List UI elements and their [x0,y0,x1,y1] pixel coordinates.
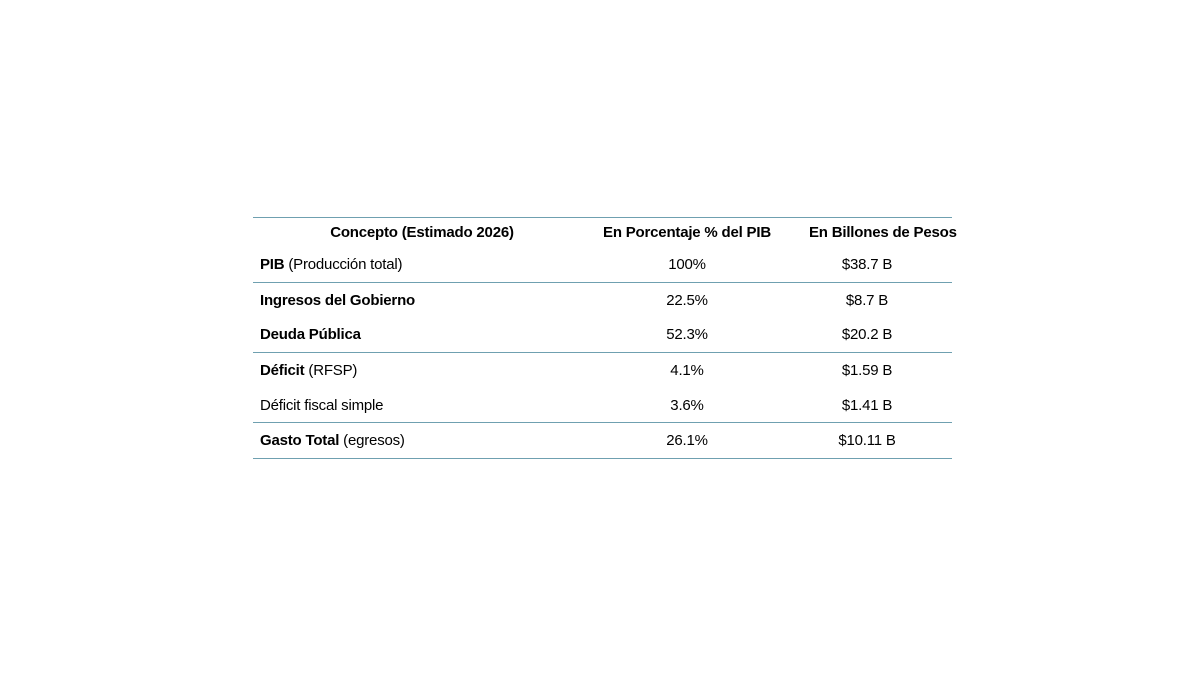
table-row-pib: PIB (Producción total) 100% $38.7 B [253,247,952,283]
row-label-pib: PIB (Producción total) [253,256,565,273]
deficit-rfsp-pesos-value: $1.59 B [841,361,893,379]
deficit-rfsp-pct-value: 4.1% [670,361,704,379]
deficit-simple-pesos-value: $1.41 B [841,396,893,414]
table-row-deuda: Deuda Pública 52.3% $20.2 B [253,317,952,354]
column-header-porcentaje-pib: En Porcentaje % del PIB [603,224,771,241]
gasto-total-pct-value: 26.1% [666,432,708,450]
row-label-bold: Gasto Total [260,432,340,450]
deficit-simple-pct-value: 3.6% [670,396,704,414]
column-header-concepto: Concepto (Estimado 2026) [330,224,514,241]
row-label-rest: Déficit fiscal simple [260,396,384,414]
table-row-ingresos: Ingresos del Gobierno 22.5% $8.7 B [253,283,952,318]
pib-pesos-value: $38.7 B [841,255,893,273]
row-label-bold: Ingresos del Gobierno [260,291,415,309]
table-row-deficit-simple: Déficit fiscal simple 3.6% $1.41 B [253,388,952,424]
ingresos-pct-value: 22.5% [666,291,708,309]
gasto-total-pesos-value: $10.11 B [838,432,896,450]
fiscal-summary-table: Concepto (Estimado 2026) En Porcentaje %… [253,217,957,460]
row-label-deuda: Deuda Pública [253,326,565,343]
row-label-rest: (Producción total) [284,255,403,273]
row-label-rest: (egresos) [339,432,405,450]
row-label-gasto-total: Gasto Total (egresos) [253,432,565,449]
row-label-ingresos: Ingresos del Gobierno [253,292,565,309]
column-header-billones-pesos: En Billones de Pesos [809,224,957,241]
pib-pct-value: 100% [668,255,706,273]
row-label-deficit-simple: Déficit fiscal simple [253,397,565,414]
deuda-pesos-value: $20.2 B [841,326,893,344]
table-row-deficit-rfsp: Déficit (RFSP) 4.1% $1.59 B [253,353,952,388]
row-label-deficit-rfsp: Déficit (RFSP) [253,362,565,379]
row-label-bold: Deuda Pública [260,326,361,344]
table-header-row: Concepto (Estimado 2026) En Porcentaje %… [253,218,957,247]
ingresos-pesos-value: $8.7 B [845,291,889,309]
row-label-rest: (RFSP) [304,361,358,379]
row-label-bold: Déficit [260,361,305,379]
deuda-pct-value: 52.3% [666,326,708,344]
table-row-gasto-total: Gasto Total (egresos) 26.1% $10.11 B [253,423,952,460]
row-label-bold: PIB [260,255,285,273]
